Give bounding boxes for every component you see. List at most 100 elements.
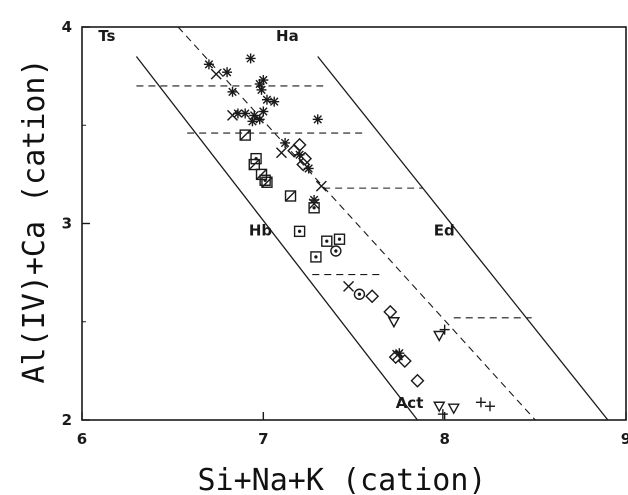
data-point-cross	[210, 68, 222, 80]
field-label: Ed	[434, 221, 455, 239]
marker-stroke	[387, 317, 401, 329]
marker-stroke	[269, 97, 279, 106]
marker-stroke	[293, 225, 306, 238]
data-point-triangle-down	[433, 401, 446, 413]
x-tick-label: 9	[621, 430, 628, 448]
marker-stroke	[280, 138, 290, 148]
marker-stroke	[210, 68, 222, 80]
marker-stroke	[313, 115, 322, 124]
data-point-box-dot	[310, 251, 322, 263]
marker-stroke	[433, 401, 446, 413]
marker-stroke	[298, 151, 313, 166]
y-axis-label: Al(IV)+Ca (cation)	[17, 58, 52, 383]
marker-stroke	[239, 129, 251, 141]
marker-stroke	[365, 289, 380, 304]
data-point-box-dot	[250, 152, 262, 165]
marker-stroke	[222, 67, 232, 77]
x-axis-label: Si+Na+K (cation)	[198, 463, 487, 495]
marker-stroke	[383, 304, 398, 319]
data-point-circle-dot	[330, 245, 342, 257]
data-point-triangle-down	[433, 330, 446, 342]
marker-stroke	[330, 245, 342, 257]
marker-stroke	[262, 95, 272, 104]
data-point-diamond	[410, 373, 425, 388]
marker-stroke	[353, 288, 366, 300]
marker-stroke	[240, 109, 250, 118]
marker-stroke	[275, 147, 287, 159]
marker-stroke	[310, 251, 322, 263]
data-point-asterisk	[258, 106, 269, 117]
data-point-triangle-down	[447, 403, 460, 415]
y-tick-label: 4	[62, 18, 72, 36]
marker-stroke	[259, 107, 268, 116]
data-point-diamond	[397, 354, 412, 369]
marker-stroke	[228, 87, 237, 97]
marker-stroke	[321, 235, 333, 247]
marker-stroke	[248, 117, 257, 126]
marker-stroke	[308, 202, 320, 214]
x-tick-label: 6	[77, 430, 87, 448]
data-point-cross	[227, 109, 239, 121]
marker-stroke	[285, 190, 297, 202]
marker-stroke	[447, 403, 460, 415]
marker-stroke	[256, 168, 268, 180]
marker-stroke	[308, 198, 320, 210]
data-point-plus	[439, 324, 450, 335]
field-label: Act	[396, 394, 424, 412]
marker-stroke	[304, 164, 313, 173]
marker-stroke	[392, 349, 404, 361]
data-point-cross	[343, 280, 355, 292]
data-point-asterisk	[256, 84, 267, 95]
dashed-boundary-line	[177, 26, 536, 421]
marker-stroke	[254, 156, 258, 161]
data-point-cross	[275, 147, 287, 159]
marker-stroke	[233, 109, 243, 118]
data-point-diamond	[287, 143, 302, 158]
marker-stroke	[312, 206, 316, 210]
data-point-asterisk	[254, 114, 265, 125]
marker-stroke	[295, 150, 304, 159]
data-point-diamond	[365, 289, 380, 304]
marker-stroke	[388, 350, 403, 365]
boundary-lines	[135, 26, 609, 421]
data-point-cross	[308, 198, 320, 210]
data-points	[203, 53, 495, 420]
marker-stroke	[287, 143, 302, 158]
marker-stroke	[261, 176, 273, 188]
data-point-asterisk	[280, 137, 291, 148]
field-label: Hb	[249, 221, 273, 239]
marker-stroke	[246, 54, 255, 63]
marker-stroke	[250, 152, 262, 165]
data-point-box-hatched	[248, 158, 260, 171]
marker-stroke	[410, 373, 425, 388]
data-point-asterisk	[227, 86, 238, 97]
data-point-asterisk	[222, 67, 233, 78]
marker-stroke	[397, 354, 412, 369]
marker-stroke	[259, 174, 271, 186]
data-point-cross	[315, 180, 327, 192]
data-point-plus	[475, 397, 486, 408]
data-point-diamond	[383, 304, 398, 319]
marker-stroke	[248, 159, 260, 171]
data-point-box-dot	[321, 235, 333, 247]
data-point-asterisk	[258, 75, 269, 86]
data-point-asterisk	[245, 53, 256, 64]
field-label: Ha	[276, 27, 299, 45]
marker-stroke	[239, 129, 251, 141]
marker-stroke	[227, 109, 239, 121]
data-point-box-dot	[259, 174, 271, 186]
marker-stroke	[343, 280, 355, 292]
marker-stroke	[259, 75, 268, 85]
data-point-box-dot	[333, 233, 346, 245]
data-point-triangle-down	[387, 317, 401, 329]
marker-stroke	[314, 255, 318, 259]
marker-stroke	[296, 157, 311, 172]
y-tick-label: 2	[62, 411, 72, 429]
data-point-diamond	[388, 350, 403, 365]
marker-stroke	[297, 229, 302, 234]
marker-stroke	[337, 237, 342, 241]
data-point-asterisk	[247, 116, 258, 127]
data-point-box-hatched	[284, 190, 297, 202]
data-point-plus	[437, 409, 448, 420]
